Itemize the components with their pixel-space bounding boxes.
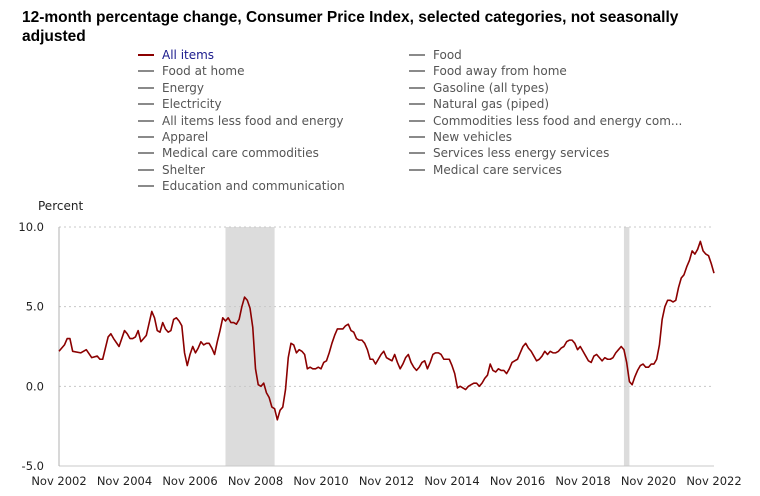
legend-label: All items: [162, 48, 215, 62]
x-tick-label: Nov 2014: [424, 474, 479, 488]
legend-swatch: [138, 152, 154, 155]
legend-label: Education and communication: [162, 179, 345, 194]
gridlines: [58, 226, 714, 467]
series-line-all-items[interactable]: [58, 240, 715, 421]
cpi-line-chart: Percent -5.00.05.010.0 Nov 2002 Nov 2004 N…: [18, 199, 741, 488]
legend-label: Apparel: [162, 130, 209, 144]
legend-item-apparel[interactable]: Apparel: [138, 129, 208, 145]
legend-label: Food: [433, 48, 462, 62]
legend-swatch: [409, 136, 425, 138]
legend-label: New vehicles: [433, 130, 512, 144]
x-tick-label: Nov 2004: [97, 474, 152, 488]
x-tick-label: Nov 2008: [228, 474, 283, 488]
legend-item-all-items-less-food-and-energy[interactable]: All items less food and energy: [138, 113, 343, 129]
legend-label: Energy: [162, 80, 205, 95]
recession-band: [225, 227, 275, 466]
legend-item-medical-care-commodities[interactable]: Medical care commodities: [138, 145, 319, 161]
legend-swatch: [138, 119, 154, 122]
y-tick-label: 0.0: [26, 379, 44, 393]
y-tick-label: 5.0: [26, 300, 44, 314]
legend-label: Medical care commodities: [162, 146, 319, 161]
legend-swatch: [138, 70, 154, 73]
legend-item-education-and-communication[interactable]: Education and communication: [138, 178, 345, 194]
legend-label: Natural gas (piped): [433, 97, 550, 112]
x-tick-label: Nov 2010: [293, 474, 348, 488]
legend-item-medical-care-services[interactable]: Medical care services: [409, 162, 562, 178]
legend-item-energy[interactable]: Energy: [138, 80, 204, 96]
legend-swatch: [409, 168, 425, 171]
legend-swatch: [409, 103, 425, 106]
legend-swatch: [138, 168, 154, 171]
legend-item-electricity[interactable]: Electricity: [138, 96, 222, 112]
y-tick-labels: -5.0 0.0 5.0 10.0: [18, 220, 44, 473]
legend-swatch: [409, 119, 425, 122]
legend-label: Food away from home: [433, 64, 567, 79]
legend-item-new-vehicles[interactable]: New vehicles: [409, 129, 512, 145]
legend-item-food-away-from-home[interactable]: Food away from home: [409, 63, 567, 79]
x-tick-label: Nov 2022: [686, 474, 741, 488]
legend-item-services-less-energy-services[interactable]: Services less energy services: [409, 145, 609, 161]
x-tick-label: Nov 2006: [162, 474, 217, 488]
legend-swatch: [409, 70, 425, 73]
recession-shading: [225, 227, 630, 466]
legend-item-all-items[interactable]: All items: [138, 47, 214, 63]
legend-item-food-at-home[interactable]: Food at home: [138, 63, 244, 79]
legend-swatch: [138, 103, 154, 106]
x-tick-label: Nov 2012: [359, 474, 414, 488]
recession-band: [623, 227, 630, 466]
legend-label: Medical care services: [433, 162, 562, 177]
legend: All items Food at home Energy Electricit…: [138, 47, 698, 197]
legend-swatch: [138, 185, 154, 188]
legend-swatch: [409, 152, 425, 155]
y-axis-label: Percent: [38, 199, 83, 213]
legend-label: Services less energy services: [433, 146, 610, 161]
x-tick-label: Nov 2016: [490, 474, 545, 488]
legend-label: Gasoline (all types): [433, 80, 549, 95]
legend-swatch: [138, 54, 154, 56]
x-tick-label: Nov 2020: [621, 474, 676, 488]
legend-item-shelter[interactable]: Shelter: [138, 162, 205, 178]
legend-item-commodities-less-food-and-energy[interactable]: Commodities less food and energy com...: [409, 113, 682, 129]
legend-swatch: [138, 86, 154, 89]
chart-title: 12-month percentage change, Consumer Pri…: [22, 9, 679, 45]
x-tick-labels: Nov 2002 Nov 2004 Nov 2006 Nov 2008 Nov 2010…: [31, 474, 741, 488]
legend-swatch: [409, 54, 425, 56]
legend-item-gasoline[interactable]: Gasoline (all types): [409, 80, 549, 96]
y-tick-label: 10.0: [18, 220, 44, 234]
legend-item-food[interactable]: Food: [409, 47, 462, 63]
legend-item-natural-gas[interactable]: Natural gas (piped): [409, 96, 549, 112]
legend-label: Food at home: [162, 64, 245, 79]
legend-swatch: [409, 86, 425, 89]
legend-label: Shelter: [162, 162, 205, 177]
x-tick-label: Nov 2002: [31, 474, 86, 488]
legend-label: Commodities less food and energy com...: [433, 113, 683, 128]
legend-label: All items less food and energy: [162, 113, 344, 128]
legend-label: Electricity: [162, 97, 222, 112]
legend-swatch: [138, 136, 154, 138]
x-tick-label: Nov 2018: [555, 474, 610, 488]
y-tick-label: -5.0: [22, 459, 44, 473]
